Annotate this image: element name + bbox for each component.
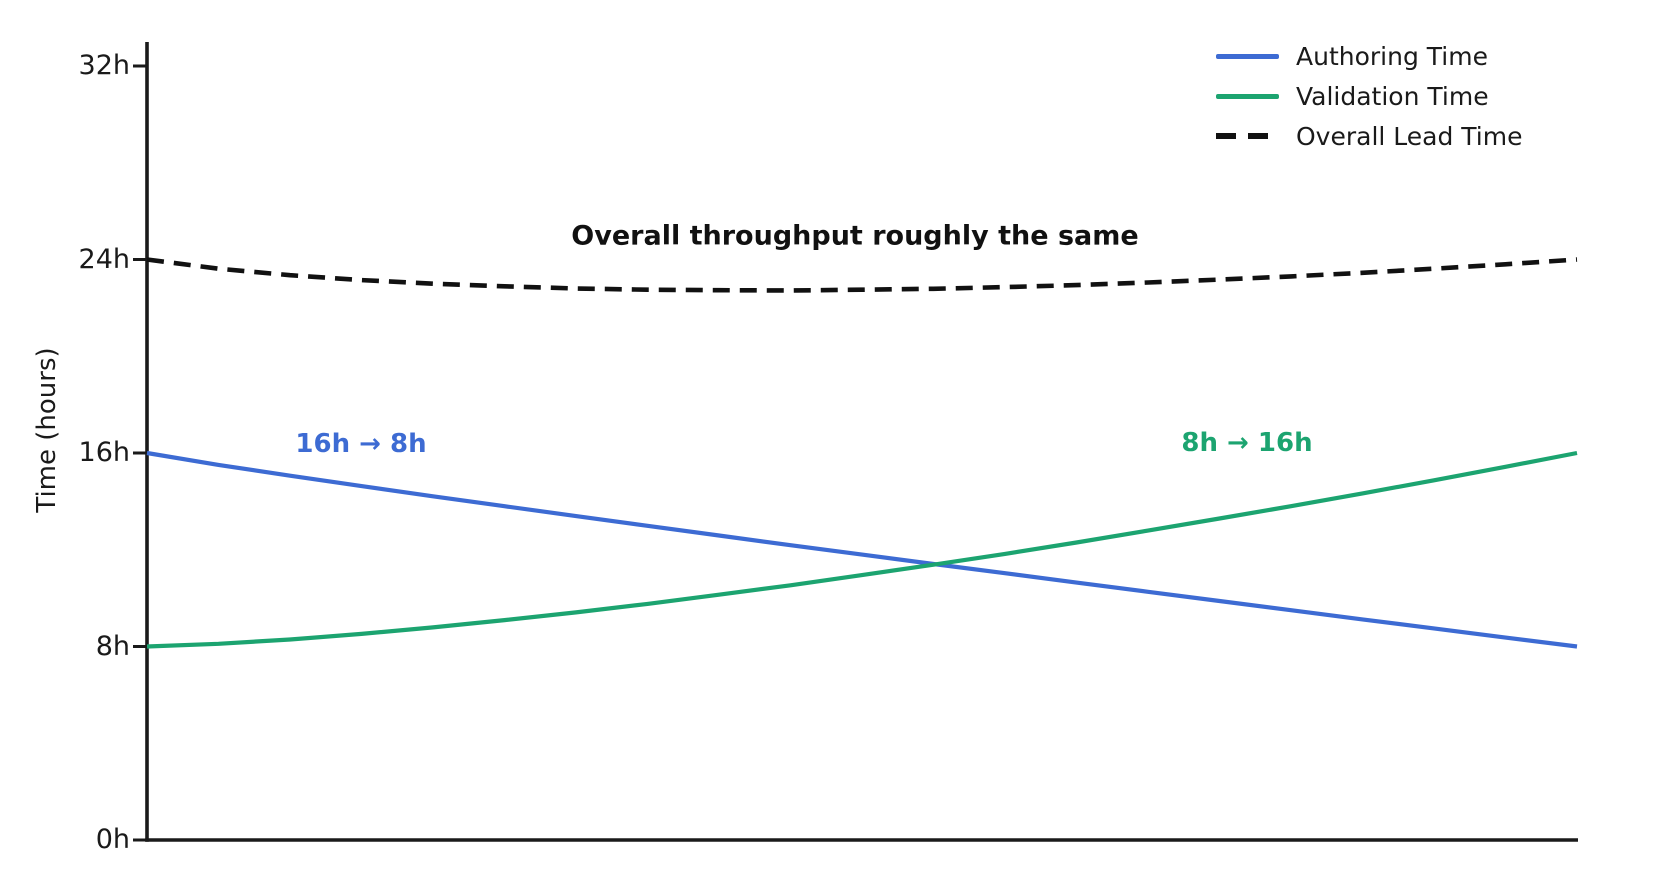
- legend-label: Authoring Time: [1296, 41, 1488, 71]
- legend: Authoring Time Validation Time Overall L…: [1216, 36, 1522, 156]
- y-tick-marks: [133, 64, 147, 842]
- legend-item-authoring-time: Authoring Time: [1216, 36, 1522, 76]
- overall-lead-time-line: [146, 257, 1578, 293]
- validation-time-line: [146, 450, 1578, 649]
- annotation-validation-change: 8h → 16h: [1181, 428, 1313, 458]
- authoring-time-line: [146, 450, 1578, 649]
- y-tick-label-8h: 8h: [95, 630, 130, 662]
- legend-label: Validation Time: [1296, 81, 1489, 111]
- y-tick-label-24h: 24h: [78, 243, 130, 275]
- y-tick-label-0h: 0h: [95, 823, 130, 855]
- legend-item-overall-lead-time: Overall Lead Time: [1216, 116, 1522, 156]
- annotation-authoring-change: 16h → 8h: [295, 429, 427, 459]
- authoring-time-swatch-icon: [1216, 53, 1279, 59]
- annotation-overall-throughput: Overall throughput roughly the same: [571, 220, 1139, 252]
- y-tick-label-32h: 32h: [78, 49, 130, 81]
- legend-item-validation-time: Validation Time: [1216, 76, 1522, 116]
- y-tick-label-16h: 16h: [78, 436, 130, 468]
- validation-time-swatch-icon: [1216, 93, 1279, 99]
- legend-label: Overall Lead Time: [1296, 121, 1523, 151]
- overall-lead-time-dashed-swatch-icon: [1216, 133, 1279, 139]
- y-axis-title: Time (hours): [32, 347, 62, 513]
